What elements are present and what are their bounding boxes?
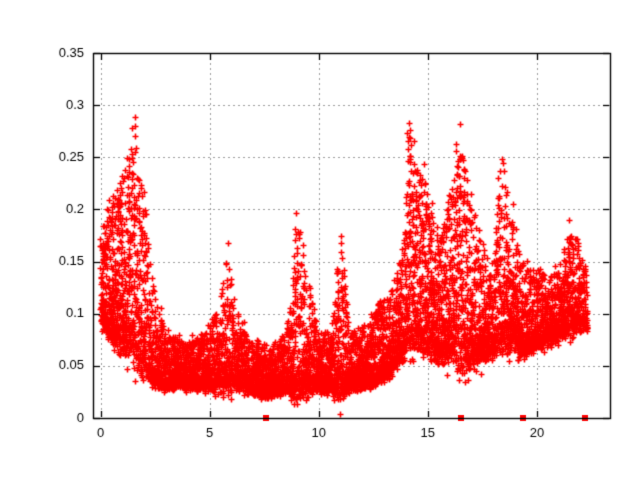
plot-area	[0, 0, 640, 480]
scatter-plot-canvas	[0, 0, 640, 480]
chart-figure: Day 303 of 2020, SRMTID for receiver oxu…	[0, 0, 640, 480]
